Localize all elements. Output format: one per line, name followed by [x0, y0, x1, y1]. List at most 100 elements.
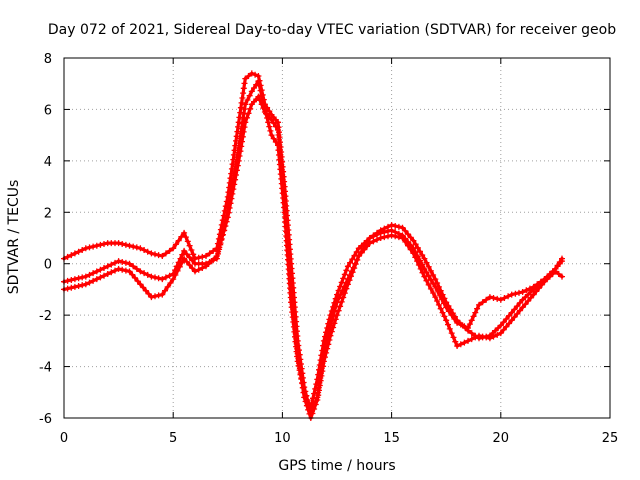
data-point [322, 339, 326, 343]
data-point [328, 334, 332, 338]
data-point [160, 254, 164, 258]
data-point [390, 233, 394, 237]
data-point [269, 133, 274, 137]
data-point [466, 326, 470, 330]
data-point [368, 236, 372, 240]
data-point [322, 359, 326, 363]
data-point [250, 71, 254, 75]
y-tick-label: 2 [44, 206, 52, 221]
data-point [160, 293, 164, 297]
data-point [379, 231, 383, 235]
data-point [296, 352, 300, 356]
data-point [182, 231, 186, 235]
data-point [171, 246, 175, 250]
data-point [444, 305, 448, 309]
data-point [455, 321, 459, 325]
data-point [250, 102, 254, 106]
x-tick-label: 0 [60, 431, 68, 446]
data-point [302, 395, 306, 399]
data-point [368, 241, 372, 245]
data-point [521, 298, 525, 302]
data-point [193, 269, 197, 273]
data-point [466, 339, 470, 343]
data-point [477, 334, 481, 338]
data-point [243, 77, 247, 81]
series-layer [61, 70, 565, 421]
x-tick-label: 10 [274, 431, 291, 446]
y-tick-label: 0 [44, 258, 52, 273]
data-point [127, 269, 132, 273]
data-point [276, 128, 280, 132]
data-point [521, 305, 525, 309]
data-point [215, 254, 219, 258]
data-point [256, 95, 260, 99]
data-point [95, 269, 99, 273]
data-point [328, 313, 332, 317]
data-point [138, 269, 142, 273]
data-point [379, 236, 383, 240]
series-markers-1 [61, 70, 565, 416]
data-point [422, 275, 426, 279]
data-point [390, 228, 394, 232]
x-tick-label: 20 [493, 431, 510, 446]
data-point [335, 313, 339, 317]
data-point [560, 275, 564, 279]
series-line-3 [62, 94, 564, 420]
data-point [315, 398, 319, 402]
data-point [357, 246, 361, 250]
y-tick-label: 6 [44, 103, 52, 118]
data-point [171, 277, 175, 281]
data-point [95, 277, 99, 281]
data-point [477, 303, 481, 307]
data-point [357, 254, 361, 258]
data-point [84, 246, 88, 250]
x-tick-label: 15 [383, 431, 400, 446]
grid [64, 58, 610, 418]
data-point [269, 113, 274, 117]
series-markers-3 [61, 93, 565, 421]
x-tick-label: 5 [169, 431, 177, 446]
data-point [226, 195, 230, 199]
x-tick-label: 25 [602, 431, 619, 446]
data-point [411, 251, 415, 255]
data-point [106, 241, 110, 245]
data-point [117, 241, 121, 245]
data-point [335, 293, 339, 297]
data-point [433, 295, 437, 299]
data-point [73, 251, 77, 255]
y-tick-label: -6 [39, 412, 52, 427]
data-point [243, 102, 247, 106]
data-point [256, 79, 260, 83]
data-point [106, 264, 110, 268]
data-point [73, 285, 77, 289]
data-point [283, 197, 287, 201]
data-point [289, 287, 293, 291]
data-point [390, 223, 394, 227]
data-point [256, 74, 260, 78]
data-point [400, 236, 405, 240]
data-point [455, 344, 459, 348]
chart-title: Day 072 of 2021, Sidereal Day-to-day VTE… [48, 22, 616, 38]
data-point [95, 244, 99, 248]
data-point [433, 285, 437, 289]
data-point [488, 336, 492, 340]
data-point [237, 159, 241, 163]
data-point [263, 110, 267, 114]
data-point [127, 244, 132, 248]
series-line-1 [62, 71, 564, 415]
data-point [138, 282, 142, 286]
y-tick-label: -2 [39, 309, 52, 324]
data-point [532, 293, 536, 297]
data-point [510, 311, 514, 315]
series-line-2 [62, 79, 564, 410]
data-point [542, 280, 547, 284]
data-point [106, 272, 110, 276]
data-point [444, 318, 448, 322]
data-point [510, 318, 514, 322]
data-point [182, 249, 186, 253]
data-point [243, 120, 247, 124]
data-point [250, 89, 254, 93]
axes: 0 5 10 15 20 25 -6 -4 -2 0 2 4 6 8 [39, 52, 618, 446]
data-point [400, 226, 405, 230]
